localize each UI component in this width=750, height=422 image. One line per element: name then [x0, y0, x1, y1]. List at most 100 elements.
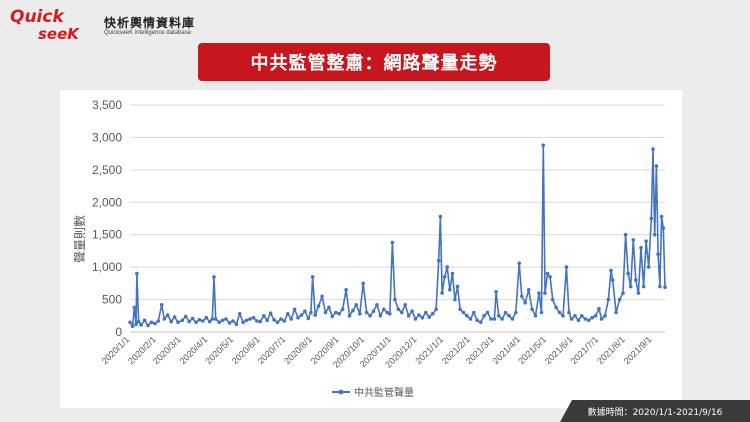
data-point	[388, 312, 392, 316]
data-point	[631, 238, 636, 242]
x-tick-label: 2020/1/1	[100, 334, 132, 366]
data-point	[156, 319, 161, 323]
data-point	[561, 314, 565, 318]
data-point	[641, 284, 646, 289]
data-point	[262, 314, 266, 318]
data-point	[436, 258, 441, 263]
data-point	[617, 297, 622, 302]
data-point	[354, 303, 359, 307]
data-point	[417, 313, 421, 317]
data-point	[545, 271, 550, 276]
data-point	[382, 307, 386, 312]
data-point	[194, 320, 198, 325]
data-point	[586, 318, 591, 323]
data-point	[658, 284, 662, 289]
data-point	[517, 261, 521, 266]
brand-name: 快析輿情資料庫	[104, 16, 196, 30]
data-point	[337, 312, 342, 316]
data-point	[461, 310, 466, 315]
data-point	[410, 309, 414, 313]
data-point	[475, 318, 480, 323]
y-tick-label: 2,000	[92, 195, 122, 209]
data-point	[621, 291, 625, 295]
data-point	[503, 310, 508, 315]
data-point	[361, 281, 366, 286]
x-tick-label: 2020/3/1	[151, 334, 183, 366]
data-point	[224, 317, 228, 321]
data-point	[543, 291, 547, 295]
data-point	[292, 307, 297, 312]
y-tick-label: 1,000	[92, 260, 122, 274]
data-point	[165, 313, 170, 317]
y-tick-label: 2,500	[92, 163, 122, 177]
data-point	[327, 305, 331, 310]
svg-text:Quick: Quick	[10, 7, 65, 27]
data-point	[286, 312, 290, 316]
data-point	[520, 294, 524, 299]
data-point	[656, 252, 660, 256]
data-point	[500, 317, 504, 321]
data-point	[496, 314, 501, 318]
series-layer	[128, 143, 667, 328]
data-point	[396, 307, 401, 312]
data-point	[639, 245, 643, 250]
data-point	[153, 321, 157, 326]
y-axis-title: 聲量則數	[72, 215, 87, 263]
data-point	[440, 291, 444, 295]
data-point	[330, 314, 335, 319]
data-point	[187, 319, 191, 324]
data-point	[279, 317, 283, 321]
gridlines	[130, 104, 665, 333]
data-point	[309, 310, 313, 315]
data-point	[573, 314, 577, 318]
data-point	[482, 314, 486, 318]
data-point	[472, 310, 476, 315]
data-point	[340, 307, 345, 312]
data-point	[541, 143, 546, 147]
data-point	[303, 309, 307, 313]
data-point	[400, 310, 404, 315]
data-point	[371, 309, 376, 313]
data-point	[424, 310, 428, 315]
data-point	[358, 312, 362, 316]
series-line	[129, 144, 666, 327]
data-point	[248, 317, 252, 321]
data-point	[448, 288, 452, 292]
data-point	[628, 284, 633, 289]
data-point	[550, 297, 555, 302]
data-point	[212, 275, 216, 279]
legend-swatch-marker	[338, 389, 344, 395]
data-point	[644, 239, 648, 243]
data-point	[530, 307, 534, 312]
data-point	[159, 303, 164, 307]
data-point	[180, 318, 185, 323]
y-tick-label: 1,500	[92, 228, 122, 242]
data-point	[659, 214, 664, 219]
data-point	[526, 288, 531, 292]
data-point	[289, 317, 293, 321]
brand-subtitle: QuickseeK intelligence database	[104, 30, 192, 36]
data-point	[485, 310, 490, 315]
data-point	[299, 313, 304, 317]
data-point	[251, 315, 256, 320]
data-point	[593, 314, 598, 318]
data-point	[207, 319, 212, 324]
data-point	[237, 312, 242, 316]
data-point	[390, 240, 395, 245]
data-point	[564, 265, 569, 269]
y-tick-label: 0	[115, 325, 122, 339]
data-point	[320, 294, 324, 299]
data-point	[213, 317, 218, 321]
data-point	[149, 320, 154, 325]
data-point	[406, 314, 411, 318]
data-point	[310, 275, 315, 279]
data-point	[533, 314, 538, 318]
y-tick-label: 500	[102, 293, 122, 307]
data-point	[378, 314, 383, 318]
data-point	[368, 314, 372, 318]
x-axis-ticks: 2020/1/12020/2/12020/3/12020/4/12020/5/1…	[100, 334, 654, 369]
data-point	[539, 310, 544, 315]
data-point	[507, 314, 511, 318]
data-point	[453, 297, 457, 302]
data-point	[132, 305, 137, 310]
